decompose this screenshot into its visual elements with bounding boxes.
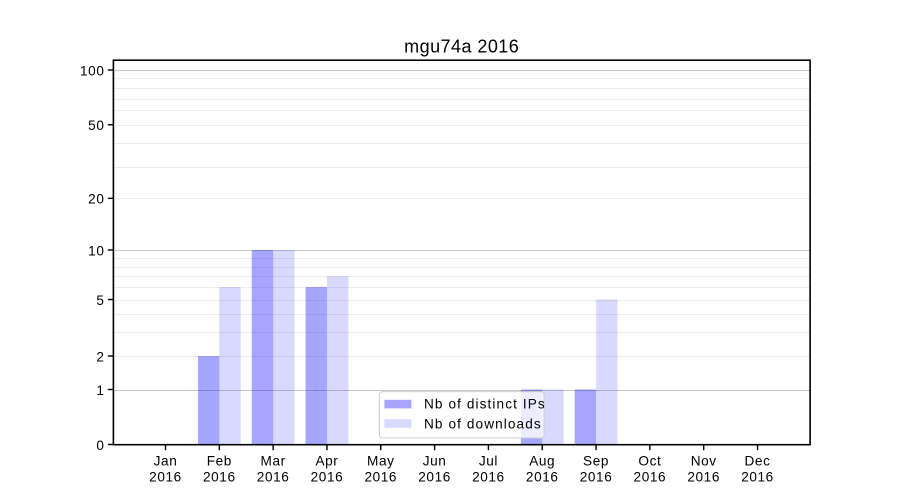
svg-text:2016: 2016 bbox=[418, 470, 451, 485]
svg-text:2016: 2016 bbox=[364, 470, 397, 485]
svg-text:2016: 2016 bbox=[472, 470, 505, 485]
svg-text:2016: 2016 bbox=[580, 470, 613, 485]
svg-text:Jul: Jul bbox=[479, 454, 498, 469]
svg-text:Aug: Aug bbox=[529, 454, 555, 469]
svg-text:Dec: Dec bbox=[745, 454, 771, 469]
svg-text:2016: 2016 bbox=[634, 470, 667, 485]
svg-text:Jun: Jun bbox=[423, 454, 447, 469]
svg-text:20: 20 bbox=[88, 192, 104, 207]
svg-text:100: 100 bbox=[80, 63, 104, 78]
svg-text:2016: 2016 bbox=[526, 470, 559, 485]
svg-text:10: 10 bbox=[88, 243, 104, 258]
svg-text:2016: 2016 bbox=[741, 470, 774, 485]
svg-text:2016: 2016 bbox=[687, 470, 720, 485]
svg-text:Nov: Nov bbox=[691, 454, 717, 469]
svg-text:Jan: Jan bbox=[154, 454, 178, 469]
svg-text:2016: 2016 bbox=[257, 470, 290, 485]
svg-text:Apr: Apr bbox=[315, 454, 338, 469]
svg-text:Sep: Sep bbox=[583, 454, 609, 469]
svg-text:5: 5 bbox=[96, 293, 104, 308]
svg-text:Feb: Feb bbox=[207, 454, 232, 469]
svg-text:2016: 2016 bbox=[203, 470, 236, 485]
svg-text:2: 2 bbox=[96, 349, 104, 364]
svg-text:1: 1 bbox=[96, 383, 104, 398]
svg-text:2016: 2016 bbox=[311, 470, 344, 485]
svg-text:Nb of distinct IPs: Nb of distinct IPs bbox=[424, 397, 546, 412]
svg-text:Mar: Mar bbox=[261, 454, 286, 469]
svg-text:0: 0 bbox=[96, 438, 104, 453]
svg-text:2016: 2016 bbox=[149, 470, 182, 485]
svg-text:50: 50 bbox=[88, 118, 104, 133]
svg-text:May: May bbox=[367, 454, 394, 469]
svg-text:Nb of downloads: Nb of downloads bbox=[424, 417, 542, 432]
svg-text:Oct: Oct bbox=[638, 454, 661, 469]
svg-text:mgu74a 2016: mgu74a 2016 bbox=[404, 36, 519, 56]
